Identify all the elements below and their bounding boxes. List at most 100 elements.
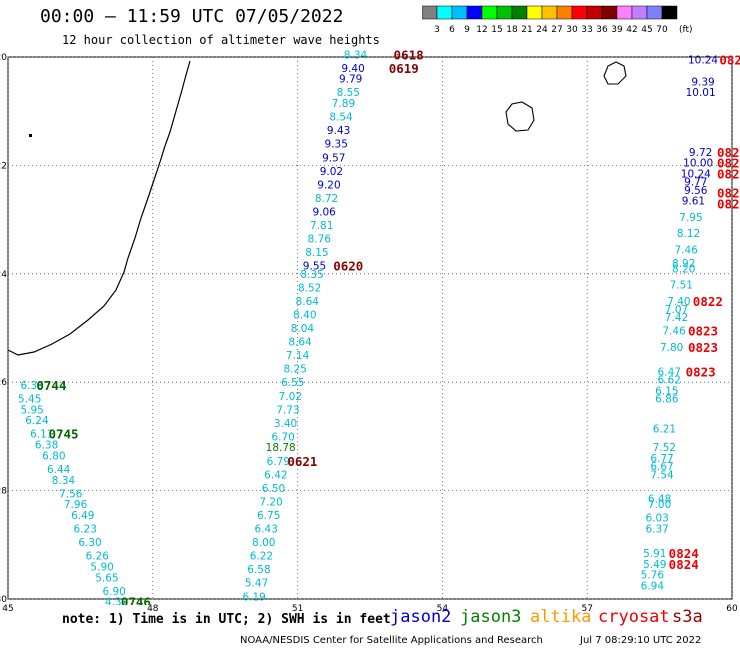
reunion-island-outline xyxy=(505,101,535,132)
map-frame xyxy=(7,56,733,600)
map-subtitle: 12 hour collection of altimeter wave hei… xyxy=(62,33,380,47)
pass-time-label: 0746 xyxy=(121,595,151,610)
latitude-tick-label: -20 xyxy=(0,53,7,63)
wave-height-reading: 8.64 xyxy=(288,337,312,349)
wave-height-reading: 6.90 xyxy=(102,586,125,598)
wave-height-reading: 7.80 xyxy=(660,342,683,354)
wave-height-reading: 6.47 xyxy=(658,366,681,378)
wave-height-reading: 7.42 xyxy=(665,312,688,324)
wave-height-reading: 6.62 xyxy=(658,374,681,386)
mauritius-island-outline xyxy=(603,61,627,85)
wave-height-reading: 8.72 xyxy=(315,193,338,205)
pass-time-label: 0618 xyxy=(394,47,424,62)
wave-height-reading: 6.86 xyxy=(655,393,679,405)
wave-height-reading: 6.48 xyxy=(648,494,671,506)
wave-height-reading: 6.39 xyxy=(240,605,263,617)
wave-height-reading: 6.75 xyxy=(257,510,280,522)
wave-height-reading: 9.57 xyxy=(322,152,345,164)
wave-height-reading: 6.67 xyxy=(650,461,673,473)
pass-time-label: 0822 xyxy=(717,145,740,160)
satellite-legend-jason2: jason2 xyxy=(390,607,452,627)
pass-time-label: 0744 xyxy=(36,378,66,393)
pass-time-label: 0824 xyxy=(669,546,699,561)
wave-height-reading: 7.07 xyxy=(665,304,688,316)
footer-issued: Jul 7 08:29:10 UTC 2022 xyxy=(580,635,702,646)
wave-height-reading: 9.39 xyxy=(691,76,714,88)
satellite-legend-s3a: s3a xyxy=(672,607,703,627)
wave-height-reading: 5.65 xyxy=(95,572,118,584)
wave-height-reading: 8.92 xyxy=(672,258,695,270)
wave-height-reading: 6.38 xyxy=(35,440,58,452)
pass-time-label: 0822 xyxy=(717,196,740,211)
wave-height-reading: 7.89 xyxy=(332,98,355,110)
pass-time-label: 0822 xyxy=(719,53,740,68)
wave-height-reading: 6.23 xyxy=(74,524,97,536)
wave-height-reading: 8.00 xyxy=(252,537,275,549)
wave-height-reading: 6.55 xyxy=(281,377,304,389)
wave-height-reading: 6.11 xyxy=(30,429,53,441)
wave-height-reading: 8.34 xyxy=(52,475,76,487)
wave-height-reading: 7.40 xyxy=(667,296,690,308)
wave-height-reading: 6.30 xyxy=(78,537,101,549)
wave-height-reading: 6.37 xyxy=(645,524,668,536)
wave-height-reading: 6.42 xyxy=(264,469,287,481)
pass-time-label: 0620 xyxy=(333,259,363,274)
latitude-tick-label: -24 xyxy=(0,270,7,280)
pass-time-label: 0822 xyxy=(717,186,740,201)
wave-height-reading: 6.94 xyxy=(641,580,665,592)
wave-height-reading: 7.96 xyxy=(64,499,88,511)
wave-height-reading: 6.44 xyxy=(47,464,71,476)
scale-tick-label: 21 xyxy=(521,25,532,35)
pass-time-label: 0619 xyxy=(389,61,419,76)
latitude-tick-label: -26 xyxy=(0,378,7,388)
wave-height-reading: 5.47 xyxy=(245,578,268,590)
wave-height-reading: 6.49 xyxy=(71,510,94,522)
pass-time-label: 0745 xyxy=(48,427,78,442)
wave-height-reading: 7.14 xyxy=(286,350,310,362)
scale-tick-label: 42 xyxy=(626,25,637,35)
wave-height-reading: 10.24 xyxy=(681,169,711,181)
map-title: 00:00 — 11:59 UTC 07/05/2022 xyxy=(40,6,344,27)
wave-height-reading: 7.81 xyxy=(310,220,333,232)
wave-height-reading: 18.78 xyxy=(266,442,296,454)
wave-height-reading: 9.40 xyxy=(341,63,364,75)
wave-height-reading: 9.06 xyxy=(312,206,336,218)
wave-height-reading: 8.20 xyxy=(672,263,695,275)
wave-height-reading: 6.36 xyxy=(20,380,44,392)
wave-height-reading: 6.50 xyxy=(262,483,285,495)
footer-note: note: 1) Time is in UTC; 2) SWH is in fe… xyxy=(62,612,391,627)
scale-tick-label: 33 xyxy=(581,25,592,35)
scale-tick-label: 39 xyxy=(611,25,623,35)
wave-height-reading: 9.56 xyxy=(684,185,708,197)
wave-height-reading: 7.20 xyxy=(259,496,282,508)
wave-height-reading: 6.70 xyxy=(271,431,294,443)
wave-height-reading: 6.80 xyxy=(42,450,65,462)
wave-height-reading: 9.20 xyxy=(317,179,340,191)
wave-height-reading: 8.54 xyxy=(329,112,353,124)
pass-time-label: 0823 xyxy=(688,340,718,355)
wave-height-reading: 8.34 xyxy=(344,49,368,61)
wave-height-reading: 8.52 xyxy=(298,282,321,294)
wave-height-reading: 6.15 xyxy=(655,385,678,397)
wave-height-reading: 8.25 xyxy=(283,364,306,376)
wave-height-reading: 8.12 xyxy=(677,228,700,240)
scale-tick-label: 36 xyxy=(596,25,608,35)
wave-height-reading: 6.77 xyxy=(650,453,673,465)
pass-time-label: 0822 xyxy=(717,156,740,171)
wave-height-reading: 7.95 xyxy=(679,212,702,224)
wave-height-reading: 10.00 xyxy=(683,158,713,170)
wave-height-reading: 6.26 xyxy=(86,551,110,563)
wave-height-reading: 9.79 xyxy=(339,74,362,86)
wave-height-reading: 8.40 xyxy=(293,309,316,321)
wave-height-reading: 5.90 xyxy=(90,561,113,573)
pass-time-label: 0824 xyxy=(669,557,699,572)
wave-height-reading: 6.22 xyxy=(250,551,273,563)
wave-height-reading: 5.95 xyxy=(20,404,43,416)
islet-marker xyxy=(29,134,32,137)
footer-credit: NOAA/NESDIS Center for Satellite Applica… xyxy=(240,635,543,646)
latitude-tick-label: -22 xyxy=(0,161,7,171)
wave-height-reading: 6.03 xyxy=(645,513,668,525)
wave-height-reading: 5.76 xyxy=(641,570,665,582)
wave-height-reading: 6.43 xyxy=(255,524,278,536)
